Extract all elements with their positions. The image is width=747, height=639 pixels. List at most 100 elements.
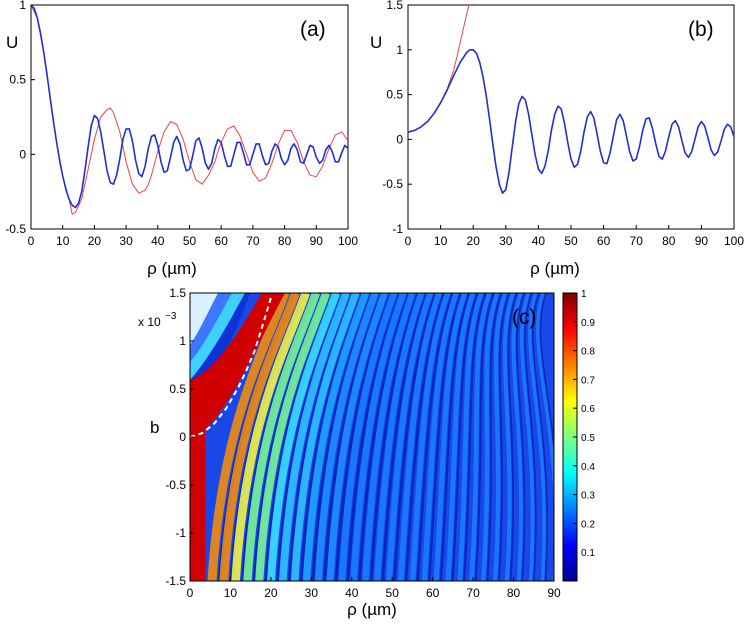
panel-b-ytick-label: 0.5	[386, 88, 403, 102]
panel-c-yscale-exponent: −3	[165, 311, 177, 322]
panel-c: 0 10 20 30 40 50 60 70 80 90 1.5 1 0.5 0 -0.5 -1 -1.5 (c…	[138, 286, 595, 619]
panel-a-xtick-label: 90	[310, 234, 324, 248]
panel-b-ytick-label: -1	[392, 222, 403, 236]
panel-c-ylabel: b	[150, 418, 159, 437]
fringe-stripe	[409, 293, 454, 581]
panel-a-xtick-label: 100	[338, 234, 358, 248]
colorbar-tick-label: 0.8	[581, 347, 595, 358]
fringe-stripe	[528, 293, 548, 581]
fringe-stripe	[457, 293, 487, 581]
panel-b-xtick-label: 100	[724, 234, 744, 248]
fringe-stripe	[433, 293, 471, 581]
colorbar-tick-label: 0.4	[581, 462, 595, 473]
colorbar-tick-label: 0.9	[581, 318, 595, 329]
fringe-stripe	[445, 293, 479, 581]
panel-c-ytick-label: 0	[179, 430, 186, 444]
panel-b-xtick-label: 90	[695, 234, 709, 248]
panel-b-ylabel: U	[370, 33, 382, 52]
panel-b-label: (b)	[688, 18, 714, 41]
panel-c-xtick-label: 80	[507, 586, 521, 600]
fringe-stripe	[519, 293, 537, 581]
panel-b-axes-frame	[407, 4, 735, 230]
panel-a-xtick-label: 20	[88, 234, 102, 248]
panel-b-xtick-label: 20	[467, 234, 481, 248]
fringe-stripe	[386, 293, 437, 581]
panel-a-xtick-label: 50	[183, 234, 197, 248]
panel-a-ytick-label: 0.5	[9, 73, 26, 87]
fringe-stripe	[536, 293, 554, 581]
panel-b-xtick-label: 70	[630, 234, 644, 248]
panel-c-xtick-label: 40	[345, 586, 359, 600]
panel-b-xtick-label: 60	[597, 234, 611, 248]
panel-a-ytick-label: 1	[19, 0, 26, 12]
panel-c-ytick-label: 0.5	[169, 382, 186, 396]
heatmap-main-ridge	[190, 293, 285, 581]
heatmap-fringes	[207, 293, 554, 581]
colorbar-tick-label: 0.3	[581, 491, 595, 502]
panel-b-xtick-label: 80	[662, 234, 676, 248]
heatmap-white-region	[190, 293, 218, 345]
panel-a-ytick-label: -0.5	[5, 222, 26, 236]
panel-a-xlabel: ρ (µm)	[147, 259, 197, 278]
panel-a-label: (a)	[300, 18, 326, 41]
panel-a-xtick-label: 0	[28, 234, 35, 248]
panel-b-ytick-label: 1	[396, 43, 403, 57]
colorbar-tick-label: 0.7	[581, 375, 595, 386]
panel-c-xtick-label: 10	[224, 586, 238, 600]
panel-c-yscale-label: x 10	[138, 315, 161, 329]
panel-c-xtick-label: 30	[305, 586, 319, 600]
panel-b-ticks: 0 10 20 30 40 50 60 70 80 90 100 1.5 1 0.5 0 -0.5 -1	[382, 0, 744, 248]
fringe-stripe	[397, 293, 446, 581]
panel-c-xtick-label: 70	[466, 586, 480, 600]
panel-b-xtick-label: 10	[434, 234, 448, 248]
panel-b-plot-area	[408, 5, 734, 194]
fringe-stripe	[421, 293, 463, 581]
panel-a-xtick-label: 30	[119, 234, 133, 248]
fringe-stripe	[493, 293, 510, 581]
colorbar-tick-label: 0.2	[581, 519, 595, 530]
panel-a-axes-frame	[30, 4, 349, 230]
fringe-stripe	[511, 293, 526, 581]
panel-a-xtick-label: 80	[278, 234, 292, 248]
panel-c-ytick-label: -1.5	[165, 574, 186, 588]
panel-b-xtick-label: 50	[564, 234, 578, 248]
fringe-stripe	[350, 293, 411, 581]
colorbar-tick-label: 0.5	[581, 433, 595, 444]
colorbar-tick-label: 1	[581, 289, 587, 300]
panel-a-ytick-label: 0	[19, 147, 26, 161]
panel-c-xtick-label: 50	[386, 586, 400, 600]
panel-a-plot-area	[31, 5, 348, 215]
panel-c-xtick-label: 90	[547, 586, 561, 600]
panel-c-label: (c)	[512, 306, 537, 329]
panel-b-ytick-label: 0	[396, 132, 403, 146]
panel-c-ticks: 0 10 20 30 40 50 60 70 80 90 1.5 1 0.5 0 -0.5 -1 -1.5	[165, 286, 561, 600]
panel-c-xlabel: ρ (µm)	[347, 600, 397, 619]
colorbar-tick-label: 0.1	[581, 548, 595, 559]
panel-c-ytick-label: 1.5	[169, 286, 186, 300]
panel-b-xlabel: ρ (µm)	[530, 259, 580, 278]
panel-b-ytick-label: 1.5	[386, 0, 403, 12]
panel-a-ylabel: U	[6, 33, 18, 52]
panel-c-xtick-label: 0	[187, 586, 194, 600]
panel-c-ytick-label: -0.5	[165, 478, 186, 492]
panel-c-ytick-label: -1	[175, 526, 186, 540]
colorbar-ticks: 1 0.9 0.8 0.7 0.6 0.5 0.4 0.3 0.2 0.1	[573, 289, 595, 559]
panel-b-xtick-label: 30	[499, 234, 513, 248]
fringe-stripe	[374, 293, 429, 581]
fringe-stripe	[502, 293, 518, 581]
fringe-stripe	[481, 293, 503, 581]
panel-a-xtick-label: 70	[246, 234, 260, 248]
colorbar-tick-label: 0.6	[581, 404, 595, 415]
panel-b: 0 10 20 30 40 50 60 70 80 90 100 1.5 1 0.5 0 -0.5 -1 (b)…	[370, 0, 744, 278]
panel-a-series-numerical	[31, 5, 348, 209]
fringe-stripe	[469, 293, 495, 581]
panel-b-xtick-label: 40	[532, 234, 546, 248]
panel-c-ytick-label: 1	[179, 334, 186, 348]
panel-b-ytick-label: -0.5	[382, 177, 403, 191]
panel-b-series-numerical	[408, 48, 734, 194]
panel-a-xtick-label: 10	[56, 234, 70, 248]
panel-b-xtick-label: 0	[405, 234, 412, 248]
